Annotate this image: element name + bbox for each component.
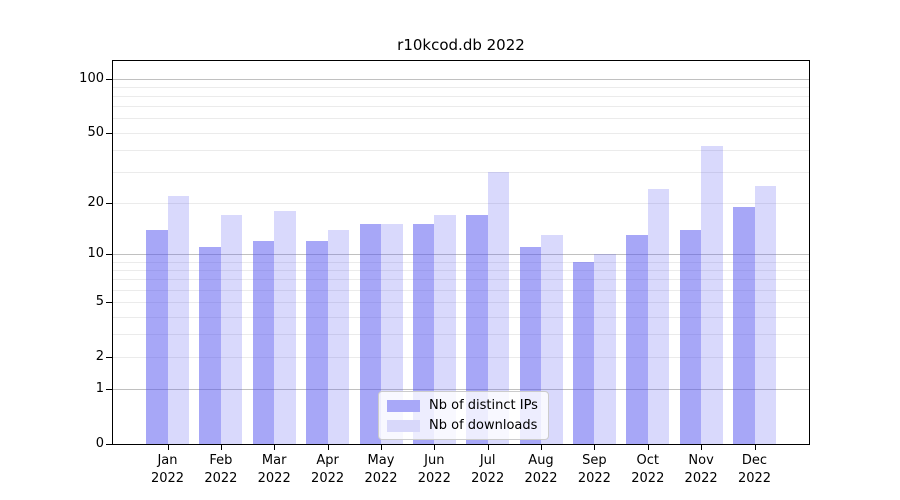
legend: Nb of distinct IPs Nb of downloads xyxy=(378,391,549,440)
legend-item-downloads: Nb of downloads xyxy=(387,418,538,433)
legend-item-distinct-ips: Nb of distinct IPs xyxy=(387,398,538,413)
bar-downloads-feb xyxy=(220,215,243,444)
x-tick-label-apr: Apr 2022 xyxy=(311,453,345,486)
x-tick-mark xyxy=(754,445,756,450)
legend-swatch-distinct-ips xyxy=(387,399,420,412)
gridline-minor xyxy=(113,289,809,291)
y-tick-label: 50 xyxy=(87,124,104,140)
y-tick-label: 100 xyxy=(79,70,104,86)
bar-downloads-jul xyxy=(487,172,510,444)
gridline-minor xyxy=(113,202,809,204)
gridline-major xyxy=(113,389,809,391)
x-tick-label-jul: Jul 2022 xyxy=(471,453,505,486)
y-tick-label: 10 xyxy=(87,246,104,262)
bar-downloads-may xyxy=(381,224,403,444)
plot-area: Nb of distinct IPs Nb of downloads xyxy=(112,60,810,445)
bar-distinct-ips-jan xyxy=(146,229,168,444)
bar-downloads-nov xyxy=(701,146,723,444)
x-tick-mark xyxy=(381,445,382,450)
y-tick-label: 0 xyxy=(95,436,104,451)
chart-title: r10kcod.db 2022 xyxy=(397,36,525,54)
y-tick-mark xyxy=(106,302,112,304)
bar-downloads-apr xyxy=(327,229,350,444)
x-tick-mark xyxy=(434,445,436,450)
x-tick-mark xyxy=(541,445,542,450)
gridline-minor xyxy=(113,86,809,88)
gridline-minor xyxy=(113,270,809,271)
gridline-minor xyxy=(113,334,809,336)
gridline-minor xyxy=(113,132,809,134)
x-tick-label-jan: Jan 2022 xyxy=(150,453,185,486)
y-tick-mark xyxy=(106,389,112,391)
x-tick-label-aug: Aug 2022 xyxy=(524,453,558,486)
legend-swatch-downloads xyxy=(387,419,420,432)
bar-distinct-ips-may xyxy=(359,224,381,444)
bar-distinct-ips-mar xyxy=(252,240,275,444)
y-tick-mark xyxy=(106,132,112,134)
y-tick-mark xyxy=(106,357,112,358)
y-tick-label: 1 xyxy=(95,381,104,397)
bar-downloads-jun xyxy=(434,215,456,444)
bar-downloads-jan xyxy=(167,195,189,444)
bar-downloads-oct xyxy=(647,189,670,444)
x-tick-label-may: May 2022 xyxy=(364,453,398,486)
gridline-major xyxy=(113,78,809,80)
y-tick-label: 2 xyxy=(95,349,104,364)
x-tick-mark xyxy=(647,445,649,450)
bar-downloads-sep xyxy=(594,254,616,444)
bar-downloads-dec xyxy=(754,186,776,444)
y-tick-label: 20 xyxy=(87,194,104,210)
y-tick-mark xyxy=(106,444,112,445)
bar-distinct-ips-jun xyxy=(412,224,435,444)
x-tick-label-dec: Dec 2022 xyxy=(737,453,772,486)
x-tick-mark xyxy=(220,445,222,450)
gridline-minor xyxy=(113,357,809,358)
x-tick-mark xyxy=(594,445,596,450)
x-tick-label-jun: Jun 2022 xyxy=(417,453,451,486)
gridline-minor xyxy=(113,96,809,97)
y-tick-mark xyxy=(106,202,112,204)
x-tick-mark xyxy=(487,445,489,450)
bar-distinct-ips-sep xyxy=(572,261,595,444)
gridline-minor xyxy=(113,172,809,174)
gridline-minor xyxy=(113,279,809,281)
bar-distinct-ips-oct xyxy=(626,235,648,444)
legend-label-downloads: Nb of downloads xyxy=(429,418,538,433)
x-tick-label-sep: Sep 2022 xyxy=(577,453,611,486)
bar-distinct-ips-jul xyxy=(466,215,488,444)
y-tick-mark xyxy=(106,254,112,256)
gridline-minor xyxy=(113,316,809,318)
x-tick-label-feb: Feb 2022 xyxy=(204,453,238,486)
x-tick-mark xyxy=(274,445,276,450)
y-tick-label: 5 xyxy=(95,294,104,310)
legend-label-distinct-ips: Nb of distinct IPs xyxy=(429,398,538,413)
gridline-minor xyxy=(113,149,809,151)
y-tick-mark xyxy=(106,78,112,80)
gridline-minor xyxy=(113,106,809,108)
x-tick-mark xyxy=(327,445,329,450)
bar-distinct-ips-apr xyxy=(306,240,328,444)
x-tick-mark xyxy=(167,445,169,450)
gridline-minor xyxy=(113,261,809,263)
gridline-major xyxy=(113,254,809,256)
x-tick-mark xyxy=(701,445,703,450)
gridline-minor xyxy=(113,118,809,120)
bar-downloads-mar xyxy=(274,210,296,444)
bar-distinct-ips-dec xyxy=(733,206,755,444)
gridline-minor xyxy=(113,302,809,304)
bar-distinct-ips-feb xyxy=(199,247,221,444)
x-tick-label-oct: Oct 2022 xyxy=(631,453,665,486)
x-tick-label-nov: Nov 2022 xyxy=(684,453,718,486)
x-tick-label-mar: Mar 2022 xyxy=(257,453,291,486)
bar-distinct-ips-nov xyxy=(679,229,702,444)
